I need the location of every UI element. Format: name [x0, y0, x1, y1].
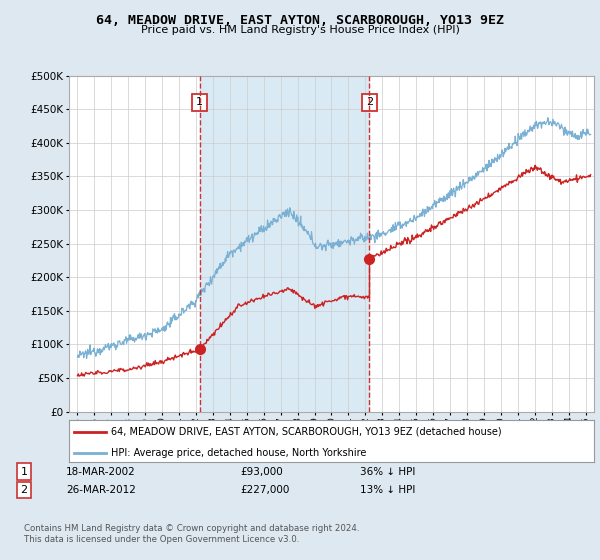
Text: 64, MEADOW DRIVE, EAST AYTON, SCARBOROUGH, YO13 9EZ (detached house): 64, MEADOW DRIVE, EAST AYTON, SCARBOROUG…	[111, 427, 502, 437]
Text: £93,000: £93,000	[240, 466, 283, 477]
Text: 13% ↓ HPI: 13% ↓ HPI	[360, 485, 415, 495]
Text: 2: 2	[366, 97, 373, 108]
Text: HPI: Average price, detached house, North Yorkshire: HPI: Average price, detached house, Nort…	[111, 448, 367, 458]
Text: 36% ↓ HPI: 36% ↓ HPI	[360, 466, 415, 477]
Text: 1: 1	[196, 97, 203, 108]
Text: 1: 1	[20, 466, 28, 477]
Text: This data is licensed under the Open Government Licence v3.0.: This data is licensed under the Open Gov…	[24, 535, 299, 544]
Text: 64, MEADOW DRIVE, EAST AYTON, SCARBOROUGH, YO13 9EZ: 64, MEADOW DRIVE, EAST AYTON, SCARBOROUG…	[96, 14, 504, 27]
Text: 18-MAR-2002: 18-MAR-2002	[66, 466, 136, 477]
Text: Price paid vs. HM Land Registry's House Price Index (HPI): Price paid vs. HM Land Registry's House …	[140, 25, 460, 35]
Text: 26-MAR-2012: 26-MAR-2012	[66, 485, 136, 495]
Text: £227,000: £227,000	[240, 485, 289, 495]
Text: Contains HM Land Registry data © Crown copyright and database right 2024.: Contains HM Land Registry data © Crown c…	[24, 524, 359, 533]
Text: 2: 2	[20, 485, 28, 495]
Bar	[200, 76, 369, 412]
